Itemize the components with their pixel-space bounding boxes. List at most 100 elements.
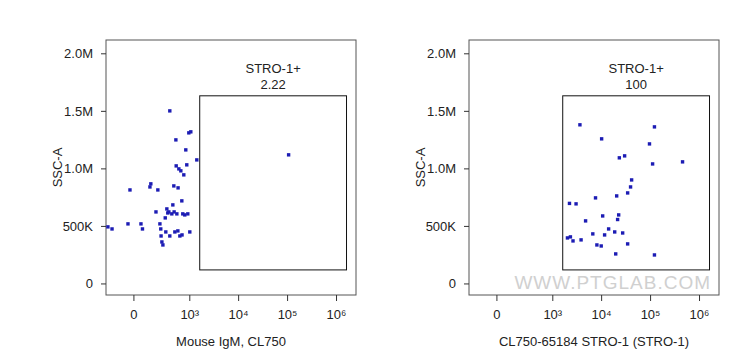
event-point (653, 253, 656, 256)
event-point (574, 202, 577, 205)
event-point (173, 230, 176, 233)
x-tick (133, 295, 134, 301)
y-tick (101, 111, 106, 112)
panel: 0500K1.0M1.5M2.0M010³10⁴10⁵10⁶Mouse IgM,… (50, 40, 356, 349)
event-point (186, 212, 189, 215)
event-point (180, 199, 183, 202)
gate (563, 96, 710, 270)
gate-label: STRO-1+ (608, 61, 663, 76)
event-point (600, 137, 603, 140)
event-point (154, 210, 157, 213)
y-tick (464, 53, 469, 54)
event-point (614, 252, 617, 255)
x-tick-label: 0 (493, 307, 500, 322)
y-tick-label: 0 (86, 276, 93, 291)
data-layer (563, 96, 710, 270)
event-point (188, 230, 191, 233)
event-point (569, 235, 572, 238)
x-tick (238, 295, 239, 301)
y-tick-label: 500K (426, 219, 457, 234)
event-point (595, 243, 598, 246)
event-point (571, 239, 574, 242)
y-tick-label: 2.0M (427, 46, 456, 61)
event-point (159, 227, 162, 230)
y-tick (464, 111, 469, 112)
event-point (629, 185, 632, 188)
event-point (176, 229, 179, 232)
event-point (106, 225, 109, 228)
y-tick (464, 283, 469, 284)
x-tick (699, 295, 700, 301)
x-tick (336, 295, 337, 301)
event-point (566, 236, 569, 239)
x-tick (189, 295, 190, 301)
event-point (126, 222, 129, 225)
x-tick-label: 0 (130, 307, 137, 322)
gate-label: STRO-1+ (245, 61, 300, 76)
event-point (568, 202, 571, 205)
y-tick (101, 283, 106, 284)
event-point (175, 212, 178, 215)
event-point (630, 178, 633, 181)
event-point (195, 158, 198, 161)
event-point (128, 188, 131, 191)
x-tick-label: 10⁴ (592, 307, 612, 322)
event-point (164, 216, 167, 219)
y-tick (101, 226, 106, 227)
x-tick-label: 10³ (180, 307, 199, 322)
x-axis-label: Mouse IgM, CL750 (176, 334, 286, 349)
event-point (600, 244, 603, 247)
event-point (159, 234, 162, 237)
event-point (616, 218, 619, 221)
x-tick (287, 295, 288, 301)
event-point (161, 243, 164, 246)
event-point (607, 227, 610, 230)
event-point (168, 109, 171, 112)
event-point (579, 238, 582, 241)
event-point (158, 222, 161, 225)
event-point (160, 240, 163, 243)
event-point (584, 219, 587, 222)
event-point (621, 231, 624, 234)
event-point (626, 191, 629, 194)
y-tick-label: 2.0M (64, 46, 93, 61)
x-tick (496, 295, 497, 301)
event-point (174, 164, 177, 167)
x-tick-label: 10⁶ (690, 307, 710, 322)
event-point (613, 230, 616, 233)
event-point (653, 125, 656, 128)
y-tick-label: 1.5M (427, 104, 456, 119)
y-tick-label: 1.0M (64, 161, 93, 176)
y-tick (464, 226, 469, 227)
event-point (165, 207, 168, 210)
y-tick (101, 168, 106, 169)
x-tick-label: 10⁵ (278, 307, 298, 322)
event-point (601, 214, 604, 217)
plot-frame (469, 40, 719, 295)
x-tick (601, 295, 602, 301)
event-point (189, 130, 192, 133)
x-axis-label: CL750-65184 STRO-1 (STRO-1) (499, 334, 689, 349)
event-point (591, 232, 594, 235)
event-point (618, 156, 621, 159)
watermark: WWW.PTGLAB.COM (514, 272, 711, 293)
event-point (594, 196, 597, 199)
x-tick-label: 10³ (543, 307, 562, 322)
y-tick-label: 0 (449, 276, 456, 291)
event-point (171, 203, 174, 206)
event-point (615, 194, 618, 197)
x-tick (552, 295, 553, 301)
event-point (110, 227, 113, 230)
event-point (603, 233, 606, 236)
event-point (287, 153, 290, 156)
event-point (179, 169, 182, 172)
event-point (185, 163, 188, 166)
event-point (167, 210, 170, 213)
figure: 0 500K 1.0M 1.5M 2.0M 0 10³ 10⁴ 10⁵ 10⁶ Mouse IgM,… (0, 0, 741, 364)
gate-percent: 2.22 (260, 77, 285, 92)
event-point (180, 233, 183, 236)
x-tick (650, 295, 651, 301)
event-point (172, 184, 175, 187)
event-point (681, 160, 684, 163)
x-tick-label: 10⁶ (327, 307, 347, 322)
